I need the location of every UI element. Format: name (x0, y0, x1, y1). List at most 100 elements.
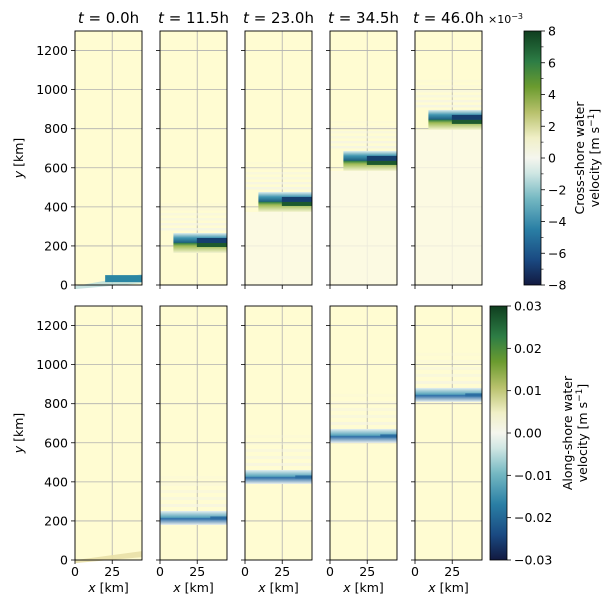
oscillation-band (160, 222, 227, 226)
oscillation-band (330, 400, 397, 404)
panel-background (75, 306, 142, 560)
colorbar-label-close: ] (575, 384, 590, 389)
oscillation-band (245, 181, 312, 185)
oscillation-band (330, 407, 397, 411)
panels-group: 0 200 400 600 800 1000 1200 t = 0.0h y [km] t = 1… (11, 9, 484, 595)
x-axis-label-var: x (427, 580, 436, 595)
velocity-front-positive (281, 201, 312, 206)
y-tick-label: 200 (44, 513, 68, 528)
x-tick-label: 0 (411, 564, 419, 579)
y-tick-label: 600 (44, 160, 68, 175)
panel-frame (414, 30, 483, 286)
velocity-front-positive (196, 242, 227, 247)
colorbar-tick-label: −2 (548, 182, 566, 197)
oscillation-band (330, 140, 397, 144)
panel-title-value: = 0.0h (84, 9, 139, 27)
oscillation-band (160, 475, 227, 479)
velocity-front (330, 428, 397, 443)
x-axis-label-var: x (172, 580, 181, 595)
velocity-front-negative (451, 114, 482, 120)
colorbar-tick-label: −8 (548, 278, 566, 293)
colorbar-label: Cross-shore water velocity [m s−1] (572, 101, 602, 215)
wake-region (245, 211, 312, 285)
oscillation-band (245, 434, 312, 438)
oscillation-band (330, 120, 397, 124)
panel-frame (244, 30, 313, 286)
panel-frame (159, 305, 228, 561)
oscillation-band (415, 104, 482, 108)
y-tick-label: 400 (44, 199, 68, 214)
colorbar-label-line1: Cross-shore water (572, 101, 587, 215)
wake-region (415, 129, 482, 285)
oscillation-band (415, 89, 482, 93)
panel-title: t = 23.0h (243, 9, 314, 27)
oscillation-band (160, 482, 227, 486)
oscillation-band (415, 380, 482, 384)
panel-title: t = 0.0h (78, 9, 139, 27)
panel-title-value: = 11.5h (164, 9, 229, 27)
oscillation-band (330, 414, 397, 418)
oscillation-band (330, 130, 397, 134)
panel-frame (159, 30, 228, 286)
x-tick-label: 25 (104, 564, 120, 579)
colorbar-tick-label: 0.01 (514, 383, 542, 398)
y-axis-label-var: y (11, 445, 26, 454)
oscillation-band (160, 227, 227, 231)
velocity-front (415, 387, 482, 402)
velocity-front-core (295, 475, 312, 479)
y-tick-label: 200 (44, 238, 68, 253)
panel-r0-c3: t = 34.5h (326, 9, 399, 289)
panel-title-var: t (243, 9, 250, 27)
x-axis-label-unit: [km] (266, 580, 299, 595)
panel-r0-c2: t = 23.0h (241, 9, 314, 289)
panel-background (75, 31, 142, 285)
panel-title: t = 34.5h (328, 9, 399, 27)
panel-frame (244, 305, 313, 561)
y-axis-label-unit: [km] (11, 413, 26, 446)
y-tick-label: 0 (60, 278, 68, 293)
oscillation-band (160, 503, 227, 507)
x-axis-label: x [km] (427, 580, 469, 595)
y-tick-label: 600 (44, 435, 68, 450)
panel-title: t = 46.0h (413, 9, 484, 27)
velocity-front-core (210, 516, 227, 520)
velocity-front (245, 469, 312, 484)
colorbar-tick-label: 4 (548, 87, 556, 102)
x-axis-label: x [km] (342, 580, 384, 595)
panel-frame (74, 30, 143, 286)
x-tick-label: 0 (326, 564, 334, 579)
oscillation-band (330, 135, 397, 139)
oscillation-band (245, 161, 312, 165)
oscillation-band (415, 373, 482, 377)
y-axis-label: y [km] (11, 138, 26, 180)
oscillation-band (415, 79, 482, 83)
x-axis-label-var: x (257, 580, 266, 595)
y-tick-label: 1200 (36, 43, 68, 58)
panel-frame (74, 305, 143, 561)
oscillation-band (160, 212, 227, 216)
colorbar-label-close: ] (587, 109, 602, 114)
colorbar-tick-label: −0.02 (514, 510, 552, 525)
oscillation-band (415, 359, 482, 363)
oscillation-band (245, 166, 312, 170)
y-axis-label: y [km] (11, 413, 26, 455)
velocity-front-core (105, 275, 142, 283)
oscillation-band (330, 421, 397, 425)
velocity-front-positive (451, 119, 482, 124)
x-axis-label-var: x (342, 580, 351, 595)
oscillation-band (160, 489, 227, 493)
velocity-front-negative (281, 196, 312, 202)
y-tick-label: 400 (44, 474, 68, 489)
oscillation-band (245, 186, 312, 190)
x-tick-label: 25 (189, 564, 205, 579)
x-axis-label-var: x (87, 580, 96, 595)
x-tick-label: 0 (241, 564, 249, 579)
panel-title: t = 11.5h (158, 9, 229, 27)
colorbar-scale-label: ×10−3 (488, 12, 523, 27)
x-axis-label-unit: [km] (351, 580, 384, 595)
panel-title-var: t (158, 9, 165, 27)
velocity-front-positive (366, 160, 397, 165)
x-axis-label: x [km] (87, 580, 129, 595)
